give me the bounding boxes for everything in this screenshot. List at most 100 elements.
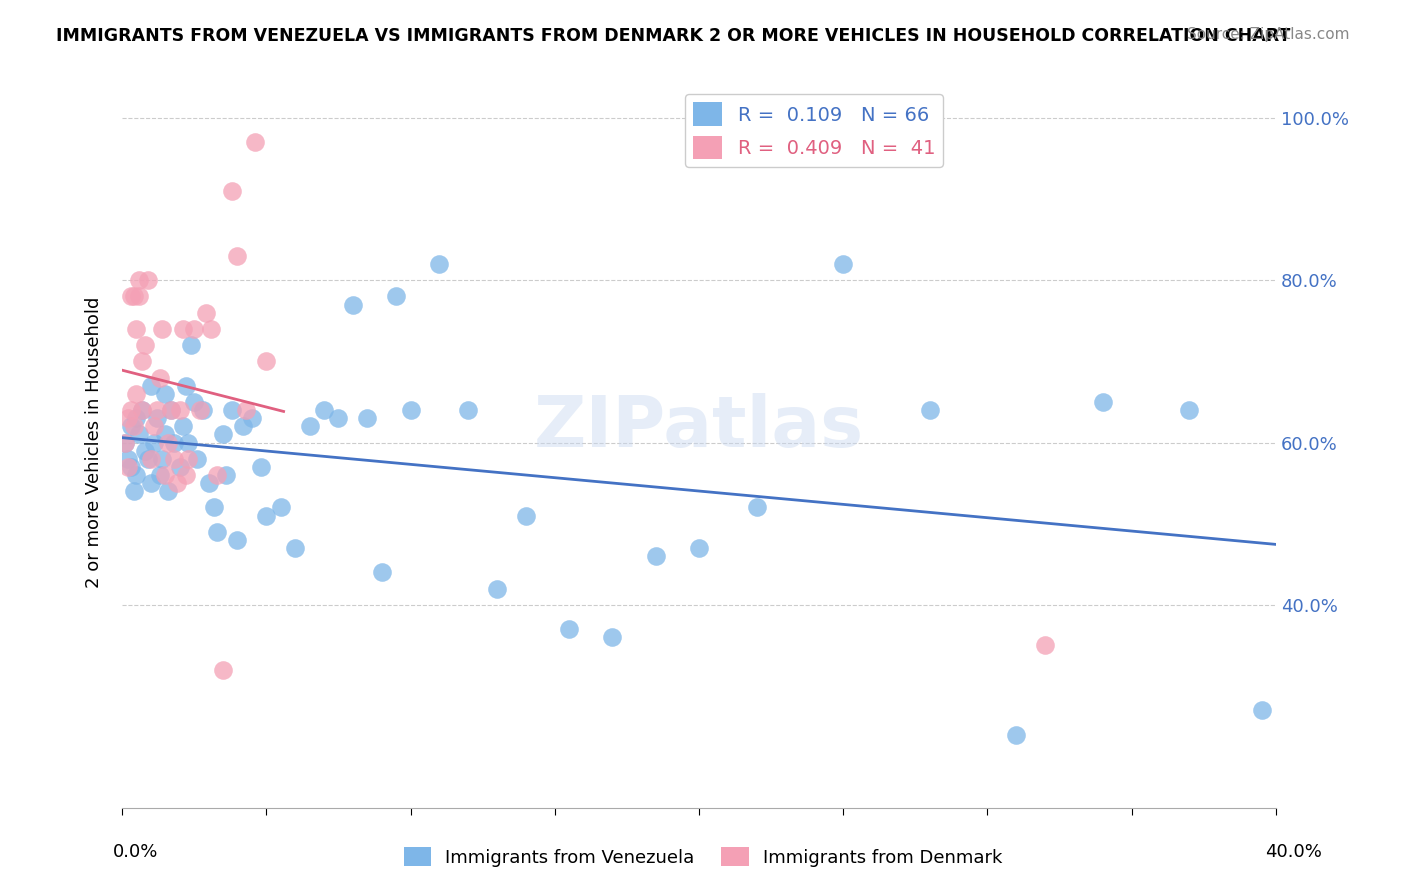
Point xyxy=(177,435,200,450)
Point xyxy=(152,451,174,466)
Point xyxy=(128,427,150,442)
Point xyxy=(142,435,165,450)
Point xyxy=(399,403,422,417)
Point xyxy=(125,467,148,482)
Point xyxy=(270,500,292,515)
Point xyxy=(221,403,243,417)
Point xyxy=(202,500,225,515)
Point xyxy=(312,403,335,417)
Point xyxy=(243,136,266,150)
Point xyxy=(160,403,183,417)
Point xyxy=(139,378,162,392)
Point xyxy=(122,484,145,499)
Point xyxy=(117,411,139,425)
Point xyxy=(232,419,254,434)
Point xyxy=(515,508,537,523)
Point xyxy=(254,354,277,368)
Point xyxy=(155,387,177,401)
Point xyxy=(197,476,219,491)
Point xyxy=(172,322,194,336)
Point xyxy=(745,500,768,515)
Point xyxy=(120,289,142,303)
Point xyxy=(457,403,479,417)
Point xyxy=(131,403,153,417)
Point xyxy=(249,459,271,474)
Text: 0.0%: 0.0% xyxy=(112,843,157,861)
Point xyxy=(117,459,139,474)
Point xyxy=(152,322,174,336)
Point xyxy=(1005,728,1028,742)
Point xyxy=(186,451,208,466)
Point xyxy=(120,459,142,474)
Point xyxy=(298,419,321,434)
Point xyxy=(114,435,136,450)
Point xyxy=(160,403,183,417)
Legend: R =  0.109   N = 66, R =  0.409   N =  41: R = 0.109 N = 66, R = 0.409 N = 41 xyxy=(685,95,943,167)
Point xyxy=(120,419,142,434)
Point xyxy=(169,403,191,417)
Point xyxy=(427,257,450,271)
Point xyxy=(194,306,217,320)
Point xyxy=(356,411,378,425)
Point xyxy=(240,411,263,425)
Point xyxy=(125,322,148,336)
Point xyxy=(342,297,364,311)
Point xyxy=(177,451,200,466)
Point xyxy=(148,370,170,384)
Point xyxy=(148,467,170,482)
Point xyxy=(918,403,941,417)
Point xyxy=(558,622,581,636)
Point xyxy=(131,354,153,368)
Point xyxy=(136,451,159,466)
Point xyxy=(142,419,165,434)
Point xyxy=(207,524,229,539)
Point xyxy=(284,541,307,555)
Point xyxy=(1091,395,1114,409)
Text: IMMIGRANTS FROM VENEZUELA VS IMMIGRANTS FROM DENMARK 2 OR MORE VEHICLES IN HOUSE: IMMIGRANTS FROM VENEZUELA VS IMMIGRANTS … xyxy=(56,27,1291,45)
Point xyxy=(117,451,139,466)
Y-axis label: 2 or more Vehicles in Household: 2 or more Vehicles in Household xyxy=(86,297,103,588)
Point xyxy=(131,403,153,417)
Point xyxy=(602,630,624,644)
Point xyxy=(212,663,235,677)
Point xyxy=(169,459,191,474)
Point xyxy=(139,451,162,466)
Point xyxy=(183,395,205,409)
Text: Source: ZipAtlas.com: Source: ZipAtlas.com xyxy=(1187,27,1350,42)
Legend: Immigrants from Venezuela, Immigrants from Denmark: Immigrants from Venezuela, Immigrants fr… xyxy=(396,840,1010,874)
Point xyxy=(235,403,257,417)
Point xyxy=(226,533,249,547)
Point xyxy=(163,435,186,450)
Point xyxy=(183,322,205,336)
Point xyxy=(122,419,145,434)
Point xyxy=(174,467,197,482)
Point xyxy=(370,566,392,580)
Point xyxy=(136,273,159,287)
Point xyxy=(128,289,150,303)
Point xyxy=(174,378,197,392)
Point xyxy=(125,387,148,401)
Point xyxy=(328,411,350,425)
Point xyxy=(134,338,156,352)
Point xyxy=(226,249,249,263)
Point xyxy=(486,582,509,596)
Point xyxy=(163,451,186,466)
Point xyxy=(139,476,162,491)
Point xyxy=(212,427,235,442)
Point xyxy=(180,338,202,352)
Point xyxy=(166,476,188,491)
Point xyxy=(215,467,238,482)
Point xyxy=(1250,703,1272,717)
Point xyxy=(254,508,277,523)
Point xyxy=(128,273,150,287)
Text: ZIPatlas: ZIPatlas xyxy=(534,393,865,462)
Point xyxy=(125,411,148,425)
Point xyxy=(134,443,156,458)
Point xyxy=(155,427,177,442)
Point xyxy=(832,257,855,271)
Point xyxy=(688,541,710,555)
Point xyxy=(644,549,666,563)
Point xyxy=(172,419,194,434)
Point xyxy=(155,467,177,482)
Point xyxy=(122,289,145,303)
